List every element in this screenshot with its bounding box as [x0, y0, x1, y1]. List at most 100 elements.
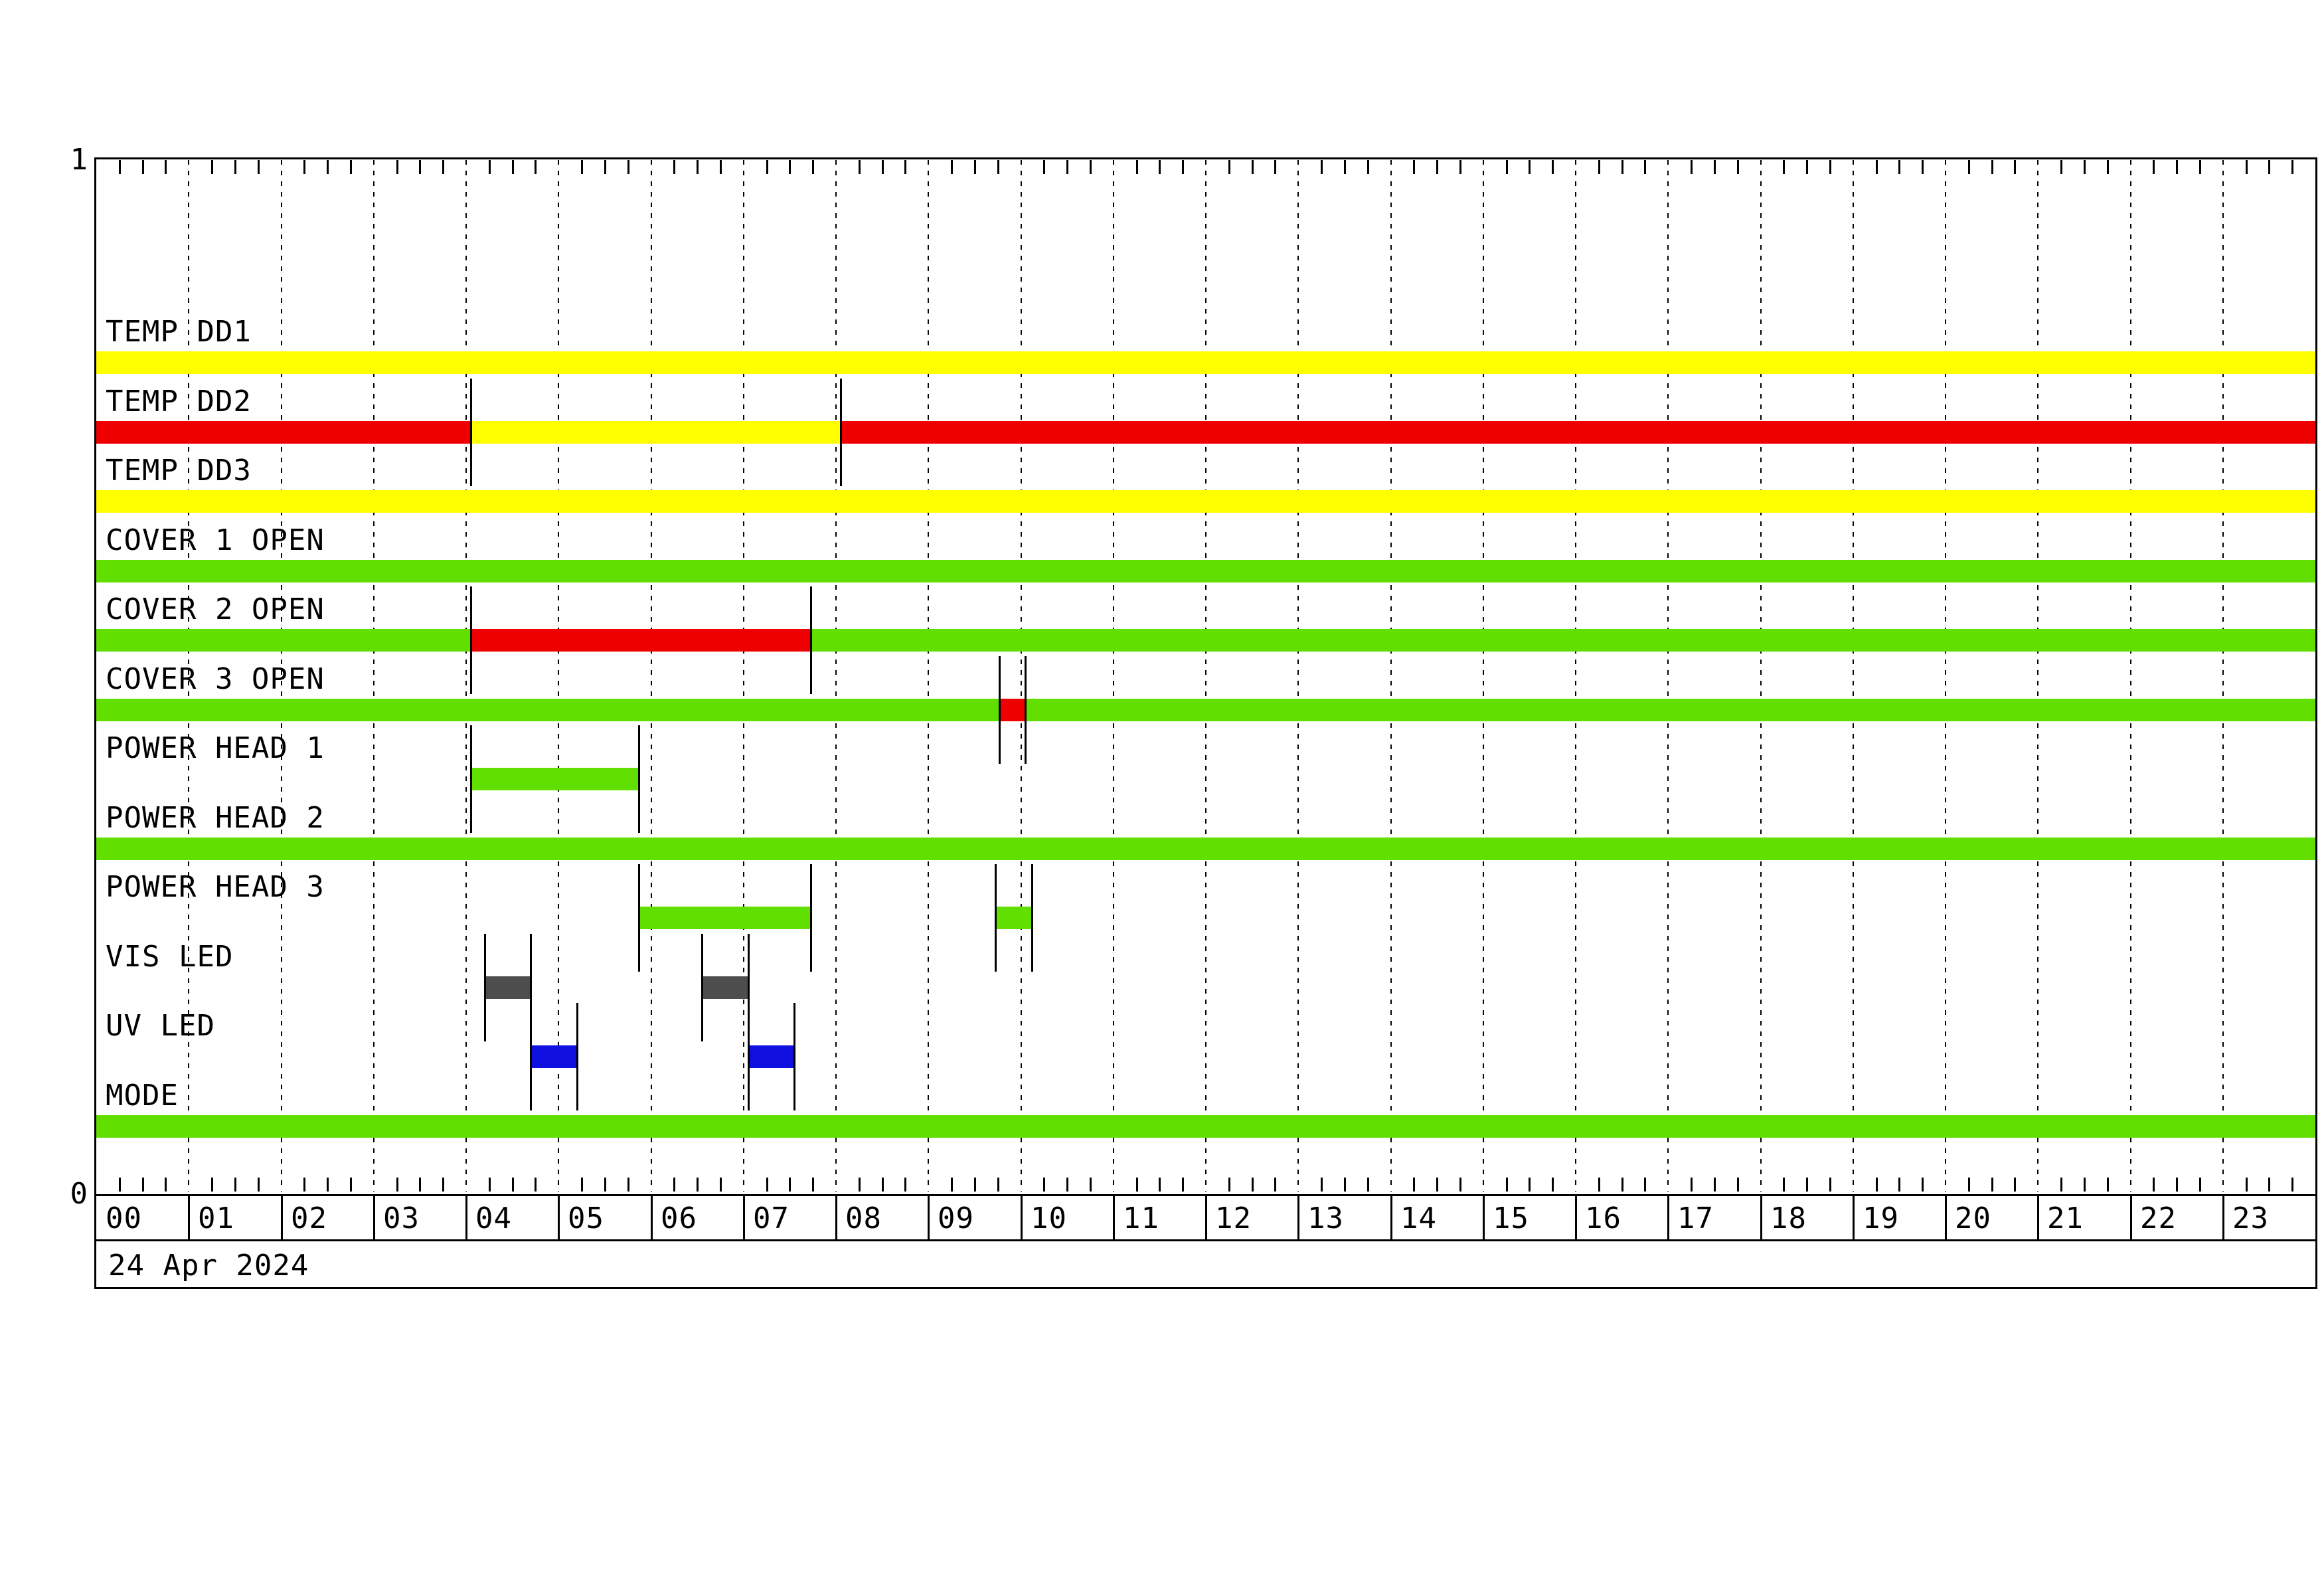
- minor-tick: [951, 160, 954, 174]
- event-marker-line: [638, 864, 640, 972]
- date-label: 24 Apr 2024: [108, 1249, 309, 1283]
- hour-tick-label: 07: [753, 1201, 789, 1235]
- minor-tick: [442, 1178, 445, 1192]
- minor-tick: [1228, 1178, 1230, 1192]
- minor-tick: [2291, 1178, 2294, 1192]
- minor-tick: [2268, 1178, 2271, 1192]
- hour-separator: [373, 1194, 375, 1241]
- minor-tick: [1321, 160, 1323, 174]
- state-segment-red: [999, 699, 1025, 721]
- minor-tick: [789, 1178, 791, 1192]
- minor-tick: [442, 160, 445, 174]
- minor-tick: [604, 160, 606, 174]
- row-label: TEMP DD2: [106, 385, 252, 418]
- state-segment-green: [639, 907, 811, 929]
- hour-gridline: [928, 160, 930, 1192]
- state-segment-gray: [485, 976, 531, 999]
- minor-tick: [1459, 160, 1461, 174]
- hour-gridline: [1852, 160, 1854, 1192]
- minor-tick: [1644, 1178, 1647, 1192]
- minor-tick: [951, 1178, 954, 1192]
- minor-tick: [2014, 1178, 2017, 1192]
- minor-tick: [2176, 1178, 2179, 1192]
- state-segment-gray: [702, 976, 748, 999]
- minor-tick: [1321, 1178, 1323, 1192]
- hour-gridline: [280, 160, 282, 1192]
- minor-tick: [2245, 1178, 2248, 1192]
- minor-tick: [396, 1178, 398, 1192]
- event-marker-line: [530, 934, 532, 1041]
- event-marker-line: [793, 1003, 795, 1110]
- y-axis-min-label: 0: [70, 1177, 88, 1211]
- minor-tick: [1783, 1178, 1785, 1192]
- minor-tick: [1621, 160, 1623, 174]
- hour-separator: [1483, 1194, 1485, 1241]
- minor-tick: [535, 1178, 537, 1192]
- minor-tick: [1182, 1178, 1185, 1192]
- hour-gridline: [1112, 160, 1114, 1192]
- event-marker-line: [840, 379, 842, 486]
- hour-tick-label: 16: [1585, 1201, 1621, 1235]
- hour-separator: [1575, 1194, 1577, 1241]
- minor-tick: [2176, 160, 2179, 174]
- minor-tick: [1436, 160, 1439, 174]
- minor-tick: [858, 160, 861, 174]
- minor-tick: [1413, 160, 1416, 174]
- minor-tick: [904, 160, 907, 174]
- hour-separator: [2222, 1194, 2224, 1241]
- minor-tick: [141, 160, 144, 174]
- minor-tick: [1505, 1178, 1508, 1192]
- hour-tick-label: 22: [2140, 1201, 2177, 1235]
- minor-tick: [1228, 160, 1230, 174]
- minor-tick: [581, 1178, 584, 1192]
- minor-tick: [1898, 1178, 1901, 1192]
- minor-tick: [1343, 1178, 1346, 1192]
- hour-separator: [188, 1194, 190, 1241]
- minor-tick: [419, 160, 422, 174]
- hour-tick-label: 06: [661, 1201, 697, 1235]
- minor-tick: [2245, 160, 2248, 174]
- minor-tick: [581, 160, 584, 174]
- minor-tick: [1736, 160, 1739, 174]
- row-label: UV LED: [106, 1009, 215, 1043]
- minor-tick: [2291, 160, 2294, 174]
- state-segment-blue: [531, 1045, 577, 1068]
- minor-tick: [1598, 1178, 1600, 1192]
- minor-tick: [1736, 1178, 1739, 1192]
- event-marker-line: [701, 934, 703, 1041]
- minor-tick: [604, 1178, 606, 1192]
- event-marker-line: [1025, 656, 1027, 764]
- minor-tick: [766, 160, 768, 174]
- minor-tick: [812, 160, 815, 174]
- minor-tick: [303, 160, 306, 174]
- hour-separator: [1667, 1194, 1669, 1241]
- minor-tick: [697, 160, 699, 174]
- hour-tick-label: 00: [106, 1201, 142, 1235]
- minor-tick: [234, 1178, 236, 1192]
- hour-gridline: [650, 160, 652, 1192]
- minor-tick: [789, 160, 791, 174]
- hour-tick-label: 19: [1863, 1201, 1899, 1235]
- minor-tick: [2199, 160, 2201, 174]
- row-label: COVER 2 OPEN: [106, 592, 325, 626]
- minor-tick: [1691, 160, 1693, 174]
- minor-tick: [535, 160, 537, 174]
- minor-tick: [1598, 160, 1600, 174]
- minor-tick: [858, 1178, 861, 1192]
- hour-gridline: [465, 160, 467, 1192]
- event-marker-line: [638, 725, 640, 833]
- minor-tick: [1089, 1178, 1092, 1192]
- minor-tick: [1922, 160, 1924, 174]
- minor-tick: [2106, 1178, 2109, 1192]
- state-segment-green: [96, 629, 471, 652]
- hour-gridline: [558, 160, 560, 1192]
- state-segment-yellow: [96, 490, 2315, 513]
- hour-separator: [1113, 1194, 1115, 1241]
- minor-tick: [511, 160, 514, 174]
- event-marker-line: [530, 1003, 532, 1110]
- minor-tick: [1159, 1178, 1161, 1192]
- hour-gridline: [2129, 160, 2131, 1192]
- minor-tick: [766, 1178, 768, 1192]
- hour-separator: [1853, 1194, 1855, 1241]
